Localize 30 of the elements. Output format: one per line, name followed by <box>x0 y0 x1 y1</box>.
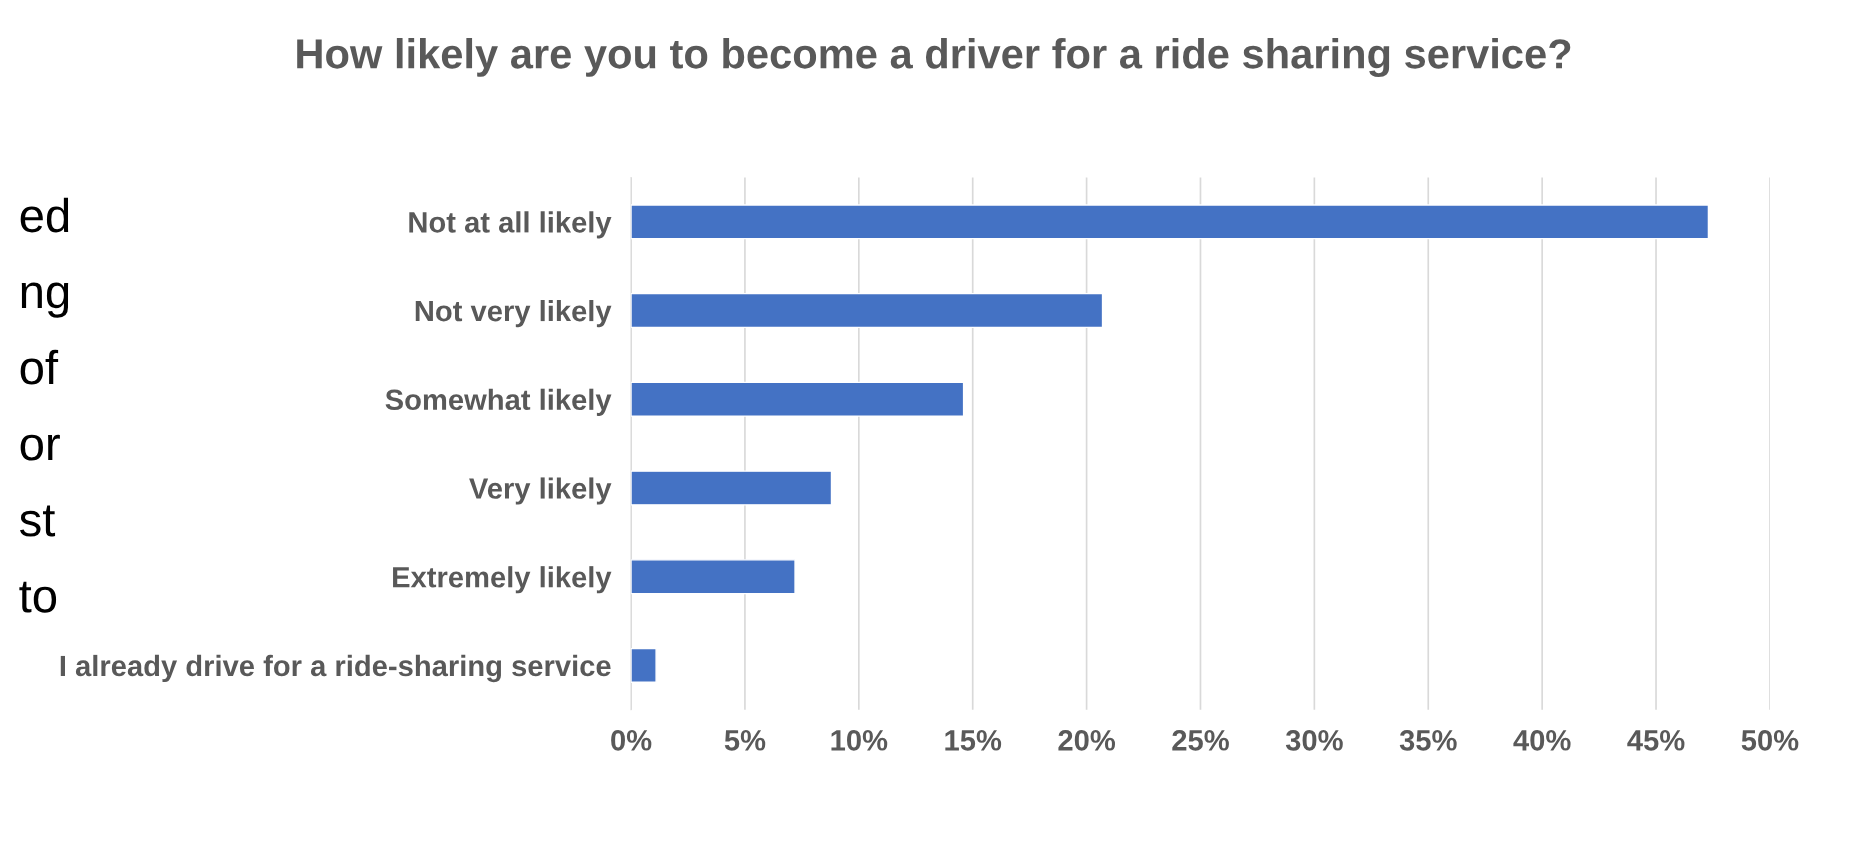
x-tick-label: 15% <box>945 730 1002 751</box>
x-tick-label: 5% <box>724 730 766 751</box>
y-tick-label: Not at all likely <box>409 211 612 239</box>
chart-title: How likely are you to become a driver for a ride sharing service? <box>297 38 1571 78</box>
x-tick-label: 10% <box>831 730 888 751</box>
x-tick-label: 35% <box>1399 730 1457 751</box>
text: st <box>19 505 56 537</box>
bar <box>631 470 833 506</box>
y-tick-label: Very likely <box>469 477 612 505</box>
x-tick-label: 45% <box>1627 730 1685 751</box>
y-tick-label: Not very likely <box>415 299 612 328</box>
text: or <box>20 434 60 461</box>
y-tick-label: I already drive for a ride-sharing service <box>60 654 611 683</box>
bar <box>631 204 1710 240</box>
x-tick-label: 30% <box>1285 730 1343 751</box>
bar <box>631 647 657 683</box>
y-tick-label: Extremely likely <box>393 566 612 594</box>
text: ng <box>21 282 69 318</box>
x-tick-label: 40% <box>1513 730 1571 751</box>
x-tick-label: 25% <box>1172 730 1229 751</box>
x-tick-label: 50% <box>1741 730 1799 751</box>
x-tick-label: 0% <box>611 730 652 751</box>
text: to <box>19 581 57 613</box>
bar <box>631 559 796 595</box>
text: ed <box>20 197 69 233</box>
x-tick-label: 20% <box>1058 730 1116 751</box>
y-tick-label: Somewhat likely <box>385 388 612 416</box>
text: of <box>20 349 59 385</box>
bar <box>631 292 1104 329</box>
bar <box>631 381 965 417</box>
